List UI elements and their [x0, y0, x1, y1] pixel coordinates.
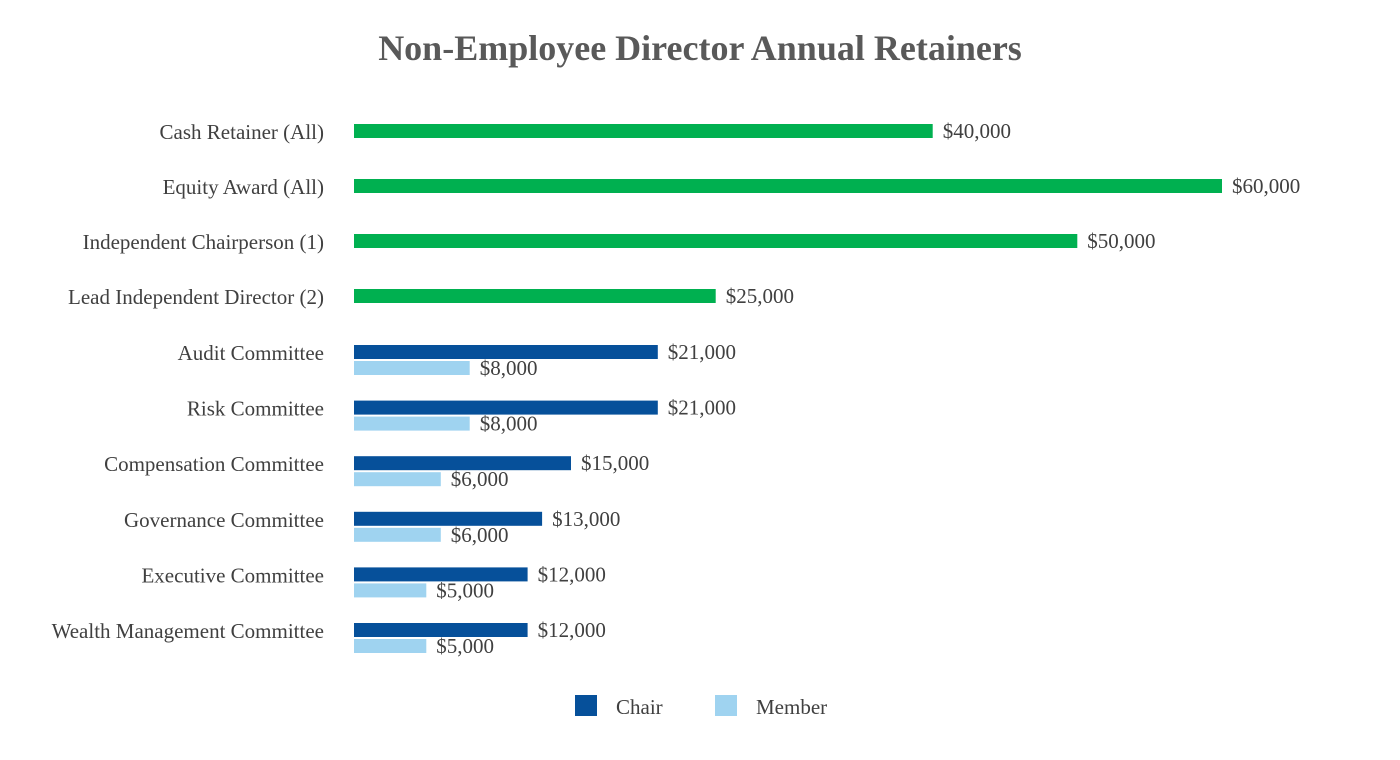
member-row-2-bar	[354, 472, 441, 487]
legend: Chair Member	[575, 695, 827, 719]
all-row-0-value-label: $40,000	[943, 119, 1011, 143]
category-label: Risk Committee	[187, 397, 324, 421]
chair-row-1-value-label: $21,000	[668, 396, 736, 420]
chair-row-5-value-label: $12,000	[538, 618, 606, 642]
member-row-4-value-label: $5,000	[436, 578, 494, 602]
chair-row-3-bar	[354, 511, 543, 526]
category-label: Wealth Management Committee	[52, 619, 324, 643]
chair-row-3-value-label: $13,000	[552, 507, 620, 531]
chair-row-2-bar	[354, 456, 571, 471]
chair-row-4-value-label: $12,000	[538, 562, 606, 586]
member-row-1-value-label: $8,000	[480, 412, 538, 436]
member-row-5-value-label: $5,000	[436, 634, 494, 658]
category-label: Independent Chairperson (1)	[83, 230, 324, 254]
chair-row-0-bar	[354, 345, 658, 359]
member-row-3-bar	[354, 527, 441, 542]
member-row-2-value-label: $6,000	[451, 467, 509, 491]
category-label: Equity Award (All)	[163, 175, 324, 199]
all-row-0-bar	[354, 124, 933, 138]
all-row-1-value-label: $60,000	[1232, 174, 1300, 198]
member-row-0-value-label: $8,000	[480, 356, 538, 380]
chair-row-2-value-label: $15,000	[581, 451, 649, 475]
all-row-1-bar	[354, 179, 1222, 193]
chair-row-1-bar	[354, 400, 658, 415]
all-row-3-bar	[354, 289, 716, 303]
member-row-4-bar	[354, 583, 427, 598]
category-label: Compensation Committee	[104, 452, 324, 476]
legend-label-chair: Chair	[616, 695, 663, 719]
chair-row-5-bar	[354, 623, 528, 637]
category-label: Governance Committee	[124, 508, 324, 532]
all-row-2-value-label: $50,000	[1087, 229, 1155, 253]
category-label: Cash Retainer (All)	[160, 120, 324, 144]
category-label: Lead Independent Director (2)	[68, 285, 324, 309]
chart-title: Non-Employee Director Annual Retainers	[378, 28, 1022, 68]
member-row-1-bar	[354, 416, 470, 431]
member-row-3-value-label: $6,000	[451, 523, 509, 547]
legend-swatch-member	[715, 695, 737, 716]
chair-row-0-value-label: $21,000	[668, 340, 736, 364]
member-row-0-bar	[354, 361, 470, 375]
chair-row-4-bar	[354, 567, 528, 582]
bars-group: Cash Retainer (All) $40,000 Equity Award (…	[52, 119, 1301, 658]
legend-label-member: Member	[756, 695, 827, 719]
all-row-3-value-label: $25,000	[726, 284, 794, 308]
all-row-2-bar	[354, 234, 1078, 248]
category-label: Executive Committee	[141, 563, 324, 587]
category-label: Audit Committee	[178, 341, 324, 365]
legend-swatch-chair	[575, 695, 597, 716]
member-row-5-bar	[354, 639, 427, 653]
